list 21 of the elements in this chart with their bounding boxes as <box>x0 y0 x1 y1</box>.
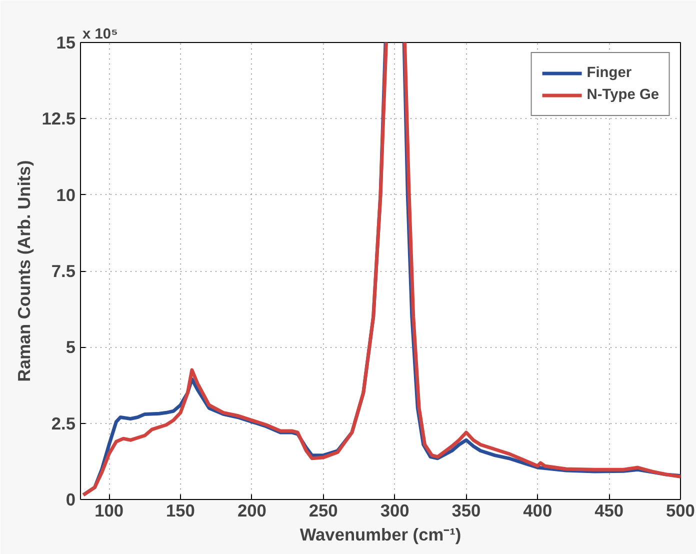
x-tick-label: 100 <box>94 500 124 520</box>
y-tick-label: 5 <box>66 337 76 358</box>
x-tick-label: 350 <box>452 500 481 520</box>
x-tick-label: 450 <box>594 500 624 520</box>
y-tick-label: 12.5 <box>42 108 76 129</box>
annotation: x 10⁵ <box>82 26 118 42</box>
legend-label: N-Type Ge <box>586 87 659 103</box>
x-tick-label: 200 <box>237 500 266 520</box>
y-tick-label: 0 <box>66 490 76 510</box>
x-tick-label: 300 <box>380 500 410 520</box>
y-tick-label: 7.5 <box>51 261 76 281</box>
x-tick-label: 250 <box>308 500 338 520</box>
x-tick-label: 400 <box>523 500 552 520</box>
y-tick-label: 10 <box>56 184 76 205</box>
x-tick-label: 500 <box>666 500 695 520</box>
y-tick-label: 15 <box>56 32 76 52</box>
x-axis-title: Wavenumber (cm⁻¹) <box>300 524 462 544</box>
y-tick-label: 2.5 <box>51 413 76 434</box>
legend-label: Finger <box>586 65 632 81</box>
x-tick-label: 150 <box>166 500 195 520</box>
y-axis-title: Raman Counts (Arb. Units) <box>14 160 34 382</box>
